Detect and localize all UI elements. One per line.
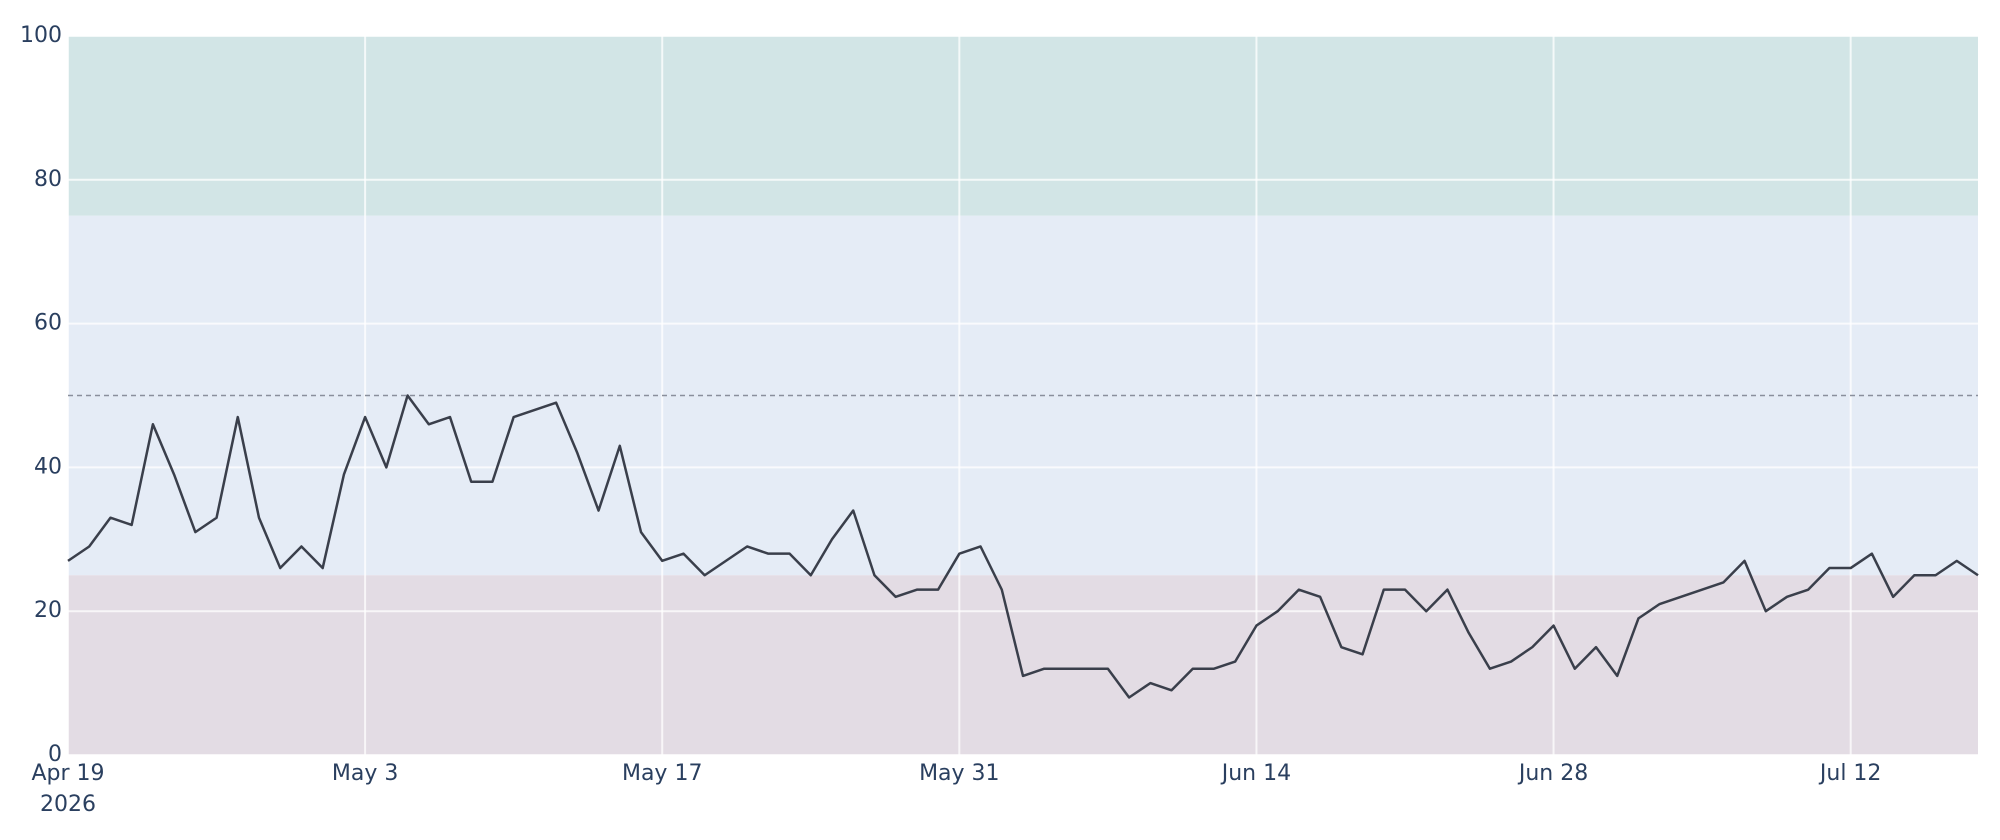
x-tick-label: May 3 [332,761,398,786]
y-tick-label: 20 [34,598,62,623]
y-tick-label: 100 [20,23,62,48]
band [68,575,1978,755]
x-tick-year: 2026 [40,792,96,817]
x-tick-label: Apr 19 [31,761,104,786]
y-tick-label: 0 [48,742,62,767]
y-tick-label: 80 [34,167,62,192]
x-tick-label: Jun 14 [1220,761,1291,786]
y-tick-label: 40 [34,454,62,479]
x-tick-label: May 31 [919,761,999,786]
y-tick-label: 60 [34,311,62,336]
x-tick-label: Jul 12 [1818,761,1882,786]
band [68,36,1978,216]
x-tick-label: Jun 28 [1517,761,1588,786]
line [67,394,1979,699]
x-tick-label: May 17 [622,761,702,786]
